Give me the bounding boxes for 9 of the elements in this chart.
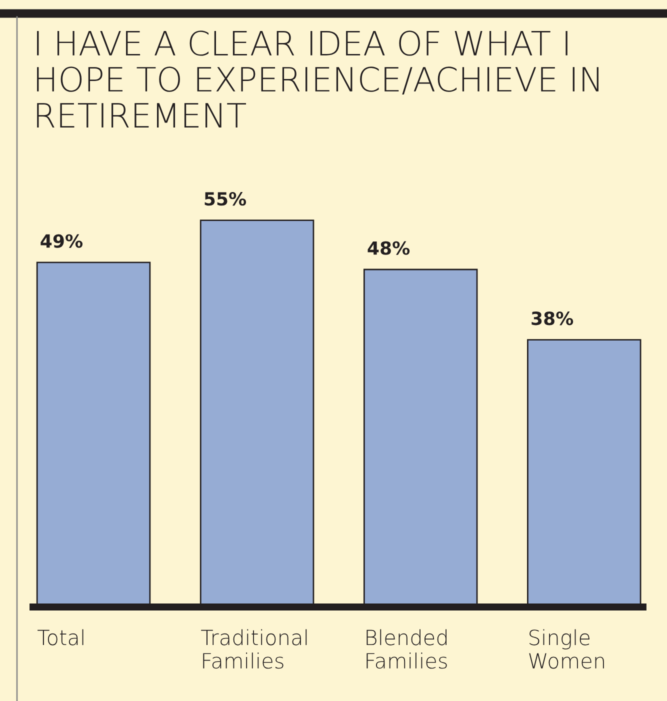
data-label: 38% — [532, 312, 574, 326]
x-tick-label: Traditional Families — [201, 629, 307, 669]
data-label: 55% — [204, 192, 246, 206]
data-label: 49% — [40, 234, 83, 248]
x-tick-label: Single Women — [529, 629, 604, 669]
x-tick-label: Total — [38, 629, 84, 646]
x-tick-label: Blended Families — [366, 629, 447, 669]
data-label: 48% — [368, 241, 410, 255]
chart-title: I HAVE A CLEAR IDEA OF WHAT I HOPE TO EXPERIENCE/ACHIEVE IN RETIREMENT — [37, 30, 598, 128]
